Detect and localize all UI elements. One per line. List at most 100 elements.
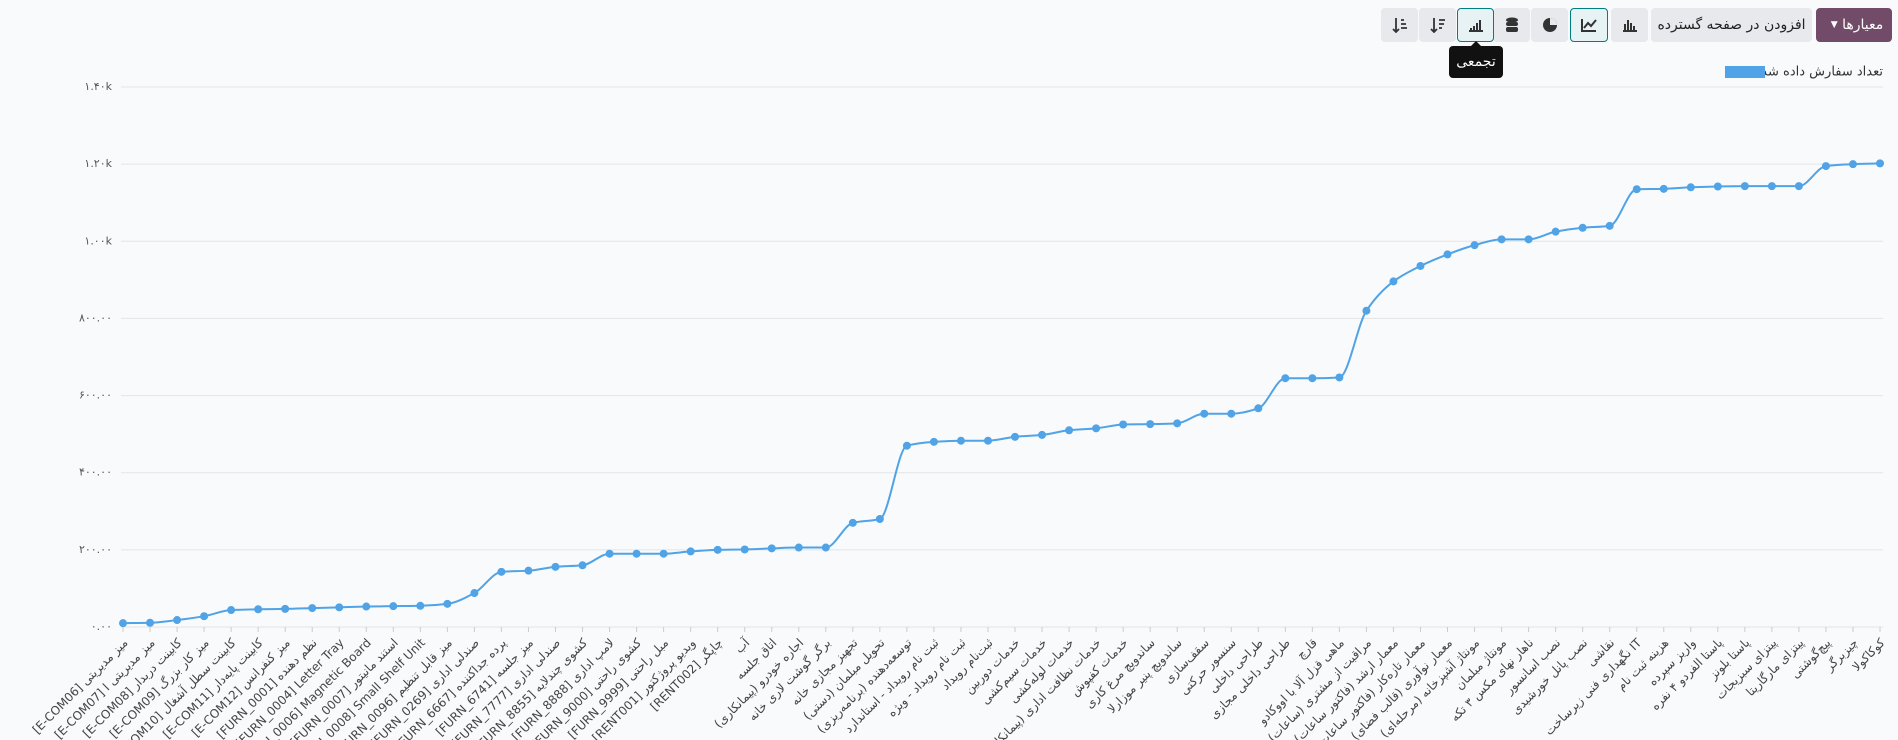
data-point: [551, 562, 560, 571]
x-tick-label: خدمات سیم‌کشی: [978, 636, 1049, 707]
data-point: [389, 602, 398, 611]
sort-asc-button[interactable]: [1381, 8, 1418, 42]
data-point: [713, 545, 722, 554]
data-point: [1227, 409, 1236, 418]
data-point: [1038, 430, 1047, 439]
data-point: [119, 619, 127, 628]
data-point: [335, 603, 344, 612]
data-point: [524, 566, 533, 575]
x-tick-label: خدمات نظافت اداری (پیمانکاری): [978, 636, 1104, 740]
x-tick-label: آب: [731, 635, 752, 656]
data-point: [767, 544, 776, 553]
data-point: [173, 616, 182, 625]
data-point: [632, 549, 641, 558]
data-point: [1416, 261, 1425, 270]
data-point: [1173, 419, 1182, 428]
data-point: [929, 437, 938, 446]
x-tick-label: نقاشی: [1584, 636, 1617, 669]
stack-icon: [1505, 17, 1518, 32]
x-tick-label: ثبت‌نام رویداد: [938, 636, 996, 694]
x-tick-label: [FURN_0004] Letter Tray: [233, 636, 347, 740]
data-point: [443, 599, 452, 608]
data-point: [1713, 182, 1722, 191]
data-point: [740, 545, 749, 554]
data-point: [1848, 160, 1857, 169]
x-tick-label: [FURN_9000] کشوی راحتی: [529, 635, 645, 740]
x-tick-label: مونتاژ مبلمان: [1452, 636, 1509, 693]
x-tick-label: [FURN_6741] میز جلسه: [433, 636, 537, 740]
x-tick-label: تحویل مبلمان (دستی): [800, 636, 888, 724]
x-tick-label: معمار نوآوری (قالب فضای): [1347, 635, 1455, 740]
x-tick-label: توسعه‌دهنده (برنامه‌ریزی): [814, 636, 915, 737]
cumulative-button[interactable]: [1457, 8, 1494, 42]
data-point: [1065, 426, 1074, 435]
data-point: [281, 604, 290, 613]
x-tick-label: اجاره خودرو (پیمانکاری): [711, 636, 807, 732]
stacked-button[interactable]: [1493, 8, 1530, 42]
sort-desc-button[interactable]: [1419, 8, 1456, 42]
y-tick-label: ۰.۰۰: [91, 620, 112, 633]
x-tick-label: واریز سپرده: [1646, 636, 1699, 689]
data-point: [1254, 404, 1263, 413]
bar-chart-button[interactable]: [1611, 8, 1648, 42]
x-tick-label: هزینه ثبت نام: [1614, 636, 1672, 694]
x-tick-label: [FURN_7777] صندلی اداری: [449, 636, 564, 740]
data-point: [308, 604, 317, 613]
x-tick-label: ثبت نام رویداد - ویژه: [885, 636, 970, 721]
data-point: [1119, 420, 1128, 429]
x-tick-label: [E-COM11] کابینت پایه‌دار: [160, 635, 267, 740]
data-point: [1335, 373, 1344, 382]
x-tick-label: پیتزای سبزیجات: [1713, 636, 1780, 703]
y-tick-label: ۴۰۰.۰۰: [79, 466, 112, 479]
data-point: [1281, 374, 1290, 383]
data-point: [821, 543, 830, 552]
x-tick-label: خدمات لوله‌کشی: [1006, 636, 1077, 707]
data-point: [1794, 182, 1803, 191]
x-tick-label: [FURN_0006] Magnetic Board: [239, 636, 374, 740]
x-tick-label: [FURN_8888] لامپ اداری: [509, 636, 618, 740]
x-tick-label: [E-COM06] میز مدیریتی: [30, 636, 132, 738]
data-point: [1551, 227, 1560, 236]
y-tick-label: ۶۰۰.۰۰: [79, 389, 112, 402]
data-point: [1200, 409, 1209, 418]
x-tick-label: نصب اسانسور: [1501, 636, 1564, 699]
data-point: [605, 549, 614, 558]
data-point: [983, 436, 992, 445]
data-point: [1389, 277, 1398, 286]
data-point: [1821, 162, 1830, 171]
data-point: [875, 515, 884, 523]
data-point: [1686, 183, 1695, 192]
data-point: [1362, 306, 1371, 315]
x-tick-label: [FURN_0008] Small Shelf Unit: [292, 635, 428, 740]
data-point: [1146, 420, 1155, 429]
x-tick-label: نصب پانل خورشیدی: [1509, 636, 1591, 718]
x-tick-label: [E-COM08] کابینت دربدار: [80, 636, 186, 740]
x-tick-label: [FURN_0269] صندلی اداری: [368, 636, 483, 740]
data-point: [1876, 159, 1884, 168]
x-tick-label: [E-COM10] کابینت سطل آشغال: [109, 635, 239, 740]
x-tick-label: مراقبت از مشتری (ساعات): [1265, 636, 1375, 740]
data-point: [1092, 424, 1101, 433]
insert-button[interactable]: افزودن در صفحه گسترده: [1651, 8, 1812, 42]
x-tick-label: [FURN_6667] پرده جداکننده: [393, 636, 510, 740]
cumulative-icon: [1468, 20, 1483, 32]
x-tick-label: [FURN_0001] نظم دهنده: [214, 636, 320, 740]
caret: ▼: [1830, 20, 1838, 30]
pie-chart-button[interactable]: [1531, 8, 1568, 42]
line-chart-button[interactable]: [1570, 8, 1608, 42]
data-point: [1443, 250, 1452, 259]
x-tick-label: اتاق جلسه: [733, 636, 780, 683]
x-tick-label: نگهداری فنی زیرساخت IT: [1542, 635, 1645, 738]
filters-label: معیارها: [1842, 17, 1884, 33]
data-point: [470, 589, 479, 598]
x-tick-label: [FURN_0007] استند مانیتور: [288, 636, 402, 740]
data-point: [902, 441, 911, 450]
x-tick-label: [FURN_9999] مبل راحتی: [565, 636, 672, 740]
data-point: [1605, 221, 1614, 230]
data-point: [362, 602, 371, 611]
filters-button[interactable]: ▼ معیارها: [1816, 8, 1892, 42]
bar-icon: [1622, 20, 1637, 32]
x-tick-label: [E-COM07] میز مدیریتی ا: [52, 636, 159, 740]
